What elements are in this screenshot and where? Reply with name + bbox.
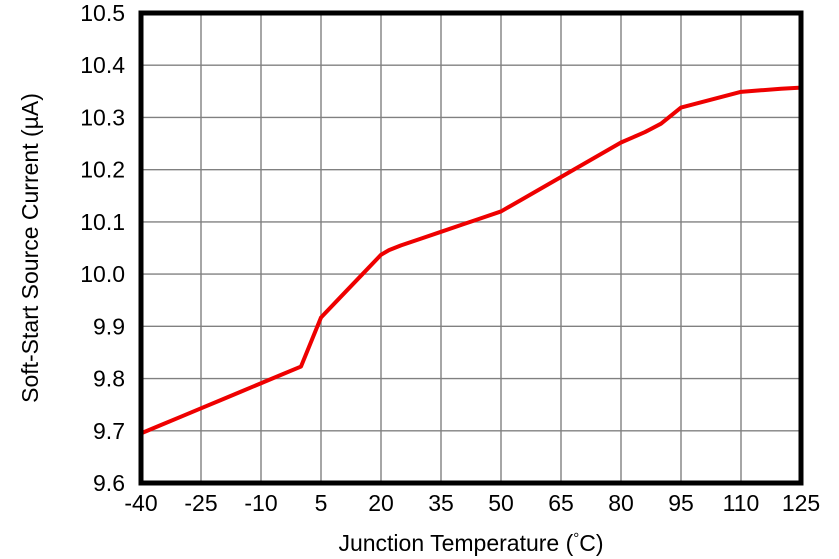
axes-frame [138,10,804,486]
x-tick-label: -40 [124,490,157,516]
x-tick-label: 50 [488,490,514,516]
x-tick-label: 35 [428,490,454,516]
x-tick-label: 110 [723,490,760,516]
y-tick-label: 10.4 [80,52,125,78]
x-axis-title: Junction Temperature (°C) [338,530,603,557]
plot-frame [138,10,804,486]
x-tick-label: 5 [315,490,328,516]
y-axis-tick-labels: 9.6 9.7 9.8 9.9 10.0 10.1 10.2 10.3 10.4 10.5 [80,0,125,496]
x-axis-title-text: Junction Temperature (°C) [338,530,603,557]
x-tick-label: 95 [668,490,694,516]
data-line-series-0 [140,85,802,436]
y-axis-title: Soft-Start Source Current (µA) [17,93,43,403]
y-tick-label: 10.0 [80,261,125,287]
y-tick-label: 10.1 [80,209,125,235]
x-tick-label: 20 [368,490,394,516]
data-series-group [140,85,802,436]
y-tick-label: 9.6 [93,470,125,496]
x-tick-label: 80 [608,490,634,516]
y-tick-label: 9.8 [93,366,125,392]
y-tick-label: 10.3 [80,104,125,130]
gridlines-group [141,13,801,483]
y-tick-label: 9.9 [93,313,125,339]
x-axis-tick-labels: -40 -25 -10 5 20 35 50 65 80 95 110 125 [124,490,820,516]
y-tick-label: 9.7 [93,418,125,444]
x-tick-label: -25 [184,490,217,516]
y-tick-label: 10.5 [80,0,125,26]
x-tick-label: 125 [782,490,820,516]
x-tick-label: -10 [244,490,277,516]
x-tick-label: 65 [548,490,574,516]
y-axis-title-text: Soft-Start Source Current (µA) [17,93,43,403]
y-tick-label: 10.2 [80,157,125,183]
